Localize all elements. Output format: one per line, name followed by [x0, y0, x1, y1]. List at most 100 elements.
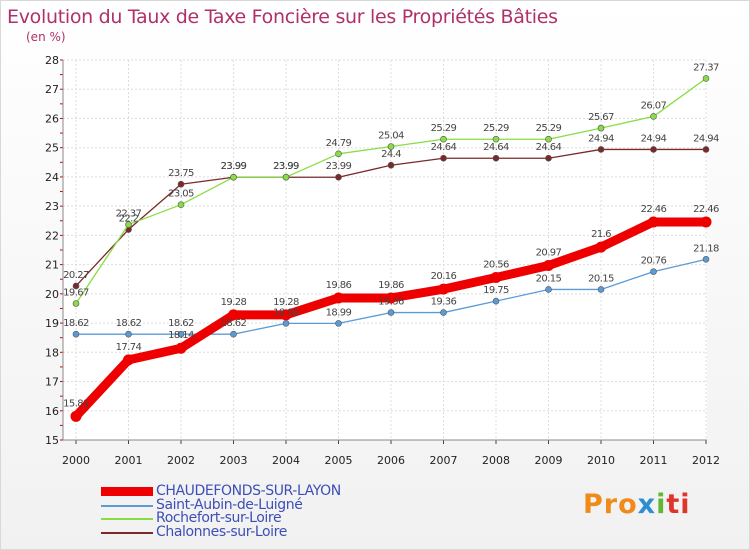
data-label-saint-aubin: 18.99	[326, 307, 352, 318]
data-label-chalonnes: 24.64	[536, 142, 562, 153]
data-point-saint-aubin	[440, 309, 447, 316]
legend-swatch-chaudefonds	[101, 487, 153, 496]
data-label-chaudefonds: 19.28	[273, 297, 299, 308]
data-point-chalonnes	[597, 146, 605, 153]
data-label-chaudefonds: 18.14	[168, 330, 194, 341]
y-tick-label: 24	[45, 171, 59, 184]
data-label-rochefort: 23.99	[221, 161, 247, 172]
data-point-rochefort	[282, 173, 290, 181]
data-point-rochefort	[72, 300, 80, 307]
logo-part-2: x	[637, 489, 657, 520]
data-point-saint-aubin	[177, 330, 185, 338]
data-label-chaudefonds: 20.16	[431, 271, 457, 282]
data-label-chaudefonds: 22.46	[693, 204, 719, 215]
data-label-rochefort: 26.07	[641, 100, 667, 111]
y-tick-label: 18	[45, 346, 59, 359]
data-label-chalonnes: 20.27	[63, 270, 89, 281]
y-tick-label: 26	[45, 112, 59, 125]
x-tick-label: 2004	[272, 454, 300, 467]
data-label-chalonnes: 22.2	[119, 214, 139, 225]
legend-label-chaudefonds: CHAUDEFONDS-SUR-LAYON	[156, 483, 341, 499]
data-point-rochefort	[597, 124, 605, 132]
data-point-rochefort	[335, 150, 342, 158]
data-label-rochefort: 23.05	[168, 189, 194, 200]
data-label-rochefort: 25.04	[378, 131, 404, 142]
data-point-chalonnes	[335, 173, 342, 181]
legend-label-rochefort: Rochefort-sur-Loire	[156, 510, 282, 526]
x-tick-label: 2003	[220, 454, 248, 467]
y-tick-label: 16	[45, 405, 59, 418]
y-tick-label: 15	[45, 434, 59, 447]
data-label-saint-aubin: 18.62	[63, 318, 89, 329]
data-point-chaudefonds	[648, 216, 659, 228]
data-label-rochefort: 22.37	[116, 209, 142, 220]
x-tick-label: 2000	[62, 454, 90, 467]
data-point-rochefort	[387, 143, 395, 150]
data-label-chalonnes: 24.94	[588, 133, 614, 144]
data-label-chaudefonds: 19.28	[221, 297, 247, 308]
legend-swatch-saint-aubin	[101, 504, 153, 507]
data-label-rochefort: 24.79	[326, 138, 352, 149]
x-tick-label: 2007	[430, 454, 458, 467]
data-point-chaudefonds	[228, 309, 239, 321]
data-label-chalonnes: 23.75	[168, 168, 194, 179]
data-label-chalonnes: 24.64	[483, 142, 509, 153]
data-point-saint-aubin	[335, 320, 342, 327]
data-point-saint-aubin	[597, 286, 605, 293]
legend-swatch-rochefort	[101, 518, 153, 520]
data-point-chaudefonds	[123, 354, 134, 366]
data-label-chalonnes: 24.94	[693, 133, 719, 144]
data-label-rochefort: 27.37	[693, 62, 719, 73]
data-point-saint-aubin	[125, 330, 132, 338]
data-label-chalonnes: 23.99	[326, 161, 352, 172]
data-point-rochefort	[440, 135, 447, 143]
data-label-rochefort: 25.29	[483, 123, 509, 134]
data-point-saint-aubin	[650, 268, 657, 275]
data-point-saint-aubin	[230, 330, 237, 338]
data-point-chaudefonds	[543, 259, 554, 271]
data-label-chaudefonds: 20.97	[536, 247, 562, 258]
data-label-saint-aubin: 20.15	[588, 273, 614, 284]
data-point-chaudefonds	[438, 283, 449, 295]
data-point-chalonnes	[650, 146, 657, 153]
data-label-saint-aubin: 18.62	[221, 318, 247, 329]
data-point-chaudefonds	[280, 309, 292, 321]
data-label-rochefort: 19.67	[63, 287, 89, 298]
x-tick-label: 2009	[535, 454, 563, 467]
data-point-chalonnes	[545, 154, 552, 162]
y-tick-label: 25	[45, 142, 59, 155]
data-point-chalonnes	[387, 161, 395, 169]
data-point-chaudefonds	[595, 241, 607, 253]
y-tick-label: 19	[45, 317, 59, 330]
data-label-saint-aubin: 21.18	[693, 243, 719, 254]
data-label-chaudefonds: 19.86	[326, 280, 352, 291]
data-label-chaudefonds: 21.6	[591, 229, 611, 240]
data-label-chalonnes: 24.94	[641, 133, 667, 144]
data-label-saint-aubin: 19.75	[483, 285, 509, 296]
data-point-rochefort	[492, 135, 500, 143]
data-point-saint-aubin	[282, 320, 290, 327]
data-label-rochefort: 25.29	[431, 123, 457, 134]
data-label-saint-aubin: 20.15	[536, 273, 562, 284]
logo-part-3: i	[656, 489, 667, 520]
data-point-saint-aubin	[702, 256, 710, 263]
chart-title: Evolution du Taux de Taxe Foncière sur l…	[7, 6, 558, 28]
data-label-saint-aubin: 18.62	[116, 318, 142, 329]
data-point-rochefort	[545, 135, 552, 143]
logo-part-1: Pro	[583, 489, 638, 520]
data-point-saint-aubin	[492, 297, 500, 305]
legend-label-chalonnes: Chalonnes-sur-Loire	[156, 523, 287, 540]
data-label-saint-aubin: 18.99	[273, 307, 299, 318]
data-label-rochefort: 25.67	[588, 112, 614, 123]
x-tick-label: 2008	[482, 454, 510, 467]
data-point-chalonnes	[702, 146, 710, 153]
data-point-rochefort	[650, 113, 657, 120]
data-point-chalonnes	[440, 154, 447, 162]
y-tick-label: 23	[45, 200, 59, 213]
data-label-chaudefonds: 19.86	[378, 280, 404, 291]
y-tick-label: 21	[45, 259, 59, 272]
x-tick-label: 2012	[692, 454, 720, 467]
x-tick-label: 2011	[640, 454, 668, 467]
